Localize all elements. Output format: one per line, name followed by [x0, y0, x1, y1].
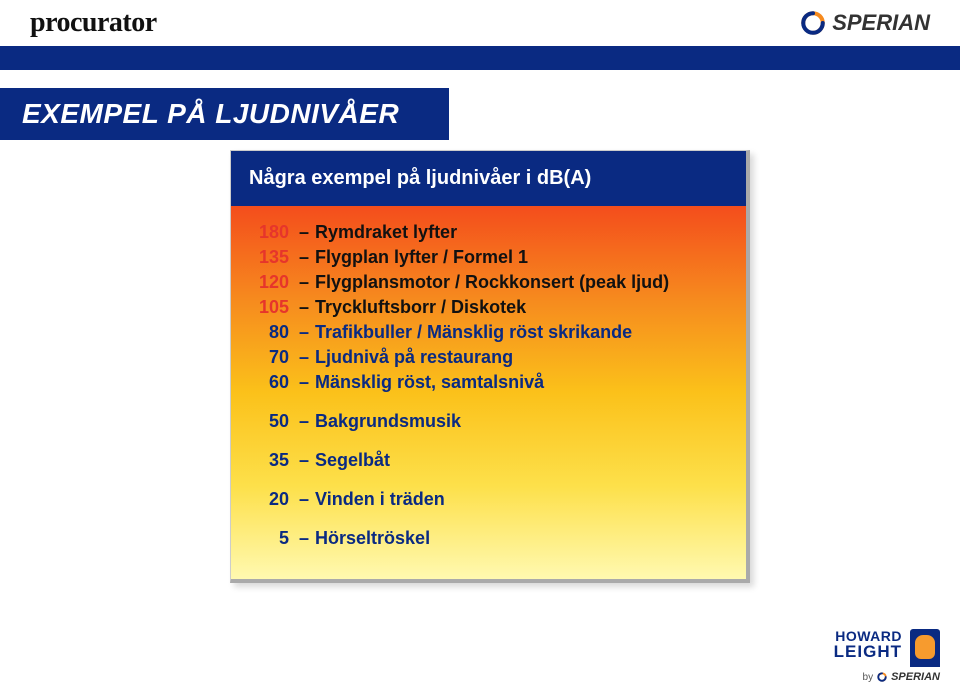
byline-brand: SPERIAN [891, 671, 940, 683]
dash: – [293, 322, 315, 343]
noise-level-label: Tryckluftsborr / Diskotek [315, 297, 526, 318]
noise-level-value: 35 [249, 450, 293, 471]
noise-level-row: 70–Ljudnivå på restaurang [249, 347, 728, 368]
footer-logos: HOWARD LEIGHT by SPERIAN [834, 629, 940, 683]
noise-level-label: Mänsklig röst, samtalsnivå [315, 372, 544, 393]
noise-level-label: Trafikbuller / Mänsklig röst skrikande [315, 322, 632, 343]
leight-text: LEIGHT [834, 643, 902, 660]
noise-level-label: Flygplansmotor / Rockkonsert (peak ljud) [315, 272, 669, 293]
dash: – [293, 222, 315, 243]
howard-leight-text: HOWARD LEIGHT [834, 629, 902, 660]
by-sperian-line: by SPERIAN [834, 671, 940, 683]
top-bar: procurator SPERIAN [0, 0, 960, 46]
noise-level-row: 135–Flygplan lyfter / Formel 1 [249, 247, 728, 268]
dash: – [293, 450, 315, 471]
dash: – [293, 411, 315, 432]
noise-level-row: 80–Trafikbuller / Mänsklig röst skrikand… [249, 322, 728, 343]
dash: – [293, 489, 315, 510]
noise-level-row: 5–Hörseltröskel [249, 528, 728, 549]
noise-level-value: 180 [249, 222, 293, 243]
noise-level-row: 120–Flygplansmotor / Rockkonsert (peak l… [249, 272, 728, 293]
howard-text: HOWARD [834, 629, 902, 643]
noise-level-label: Segelbåt [315, 450, 390, 471]
noise-level-row: 180–Rymdraket lyfter [249, 222, 728, 243]
sperian-swirl-icon [800, 10, 826, 36]
noise-level-label: Flygplan lyfter / Formel 1 [315, 247, 528, 268]
noise-level-row: 35–Segelbåt [249, 450, 728, 471]
noise-level-card: Några exempel på ljudnivåer i dB(A) 180–… [230, 150, 750, 583]
row-gap [249, 436, 728, 446]
row-gap [249, 514, 728, 524]
dash: – [293, 347, 315, 368]
noise-level-label: Hörseltröskel [315, 528, 430, 549]
header-blue-bar [0, 46, 960, 70]
dash: – [293, 272, 315, 293]
noise-level-label: Bakgrundsmusik [315, 411, 461, 432]
brand-procurator: procurator [30, 7, 157, 39]
noise-level-value: 120 [249, 272, 293, 293]
row-gap [249, 397, 728, 407]
row-gap [249, 475, 728, 485]
noise-level-label: Rymdraket lyfter [315, 222, 457, 243]
brand-sperian: SPERIAN [800, 10, 930, 36]
dash: – [293, 247, 315, 268]
noise-level-value: 135 [249, 247, 293, 268]
noise-level-row: 105–Tryckluftsborr / Diskotek [249, 297, 728, 318]
noise-level-value: 20 [249, 489, 293, 510]
brand-sperian-text: SPERIAN [832, 10, 930, 36]
card-header: Några exempel på ljudnivåer i dB(A) [231, 151, 746, 206]
noise-level-row: 20–Vinden i träden [249, 489, 728, 510]
noise-level-value: 50 [249, 411, 293, 432]
sperian-swirl-small-icon [877, 672, 887, 682]
noise-level-row: 50–Bakgrundsmusik [249, 411, 728, 432]
dash: – [293, 372, 315, 393]
noise-level-value: 105 [249, 297, 293, 318]
page-title: EXEMPEL PÅ LJUDNIVÅER [22, 98, 399, 130]
noise-level-row: 60–Mänsklig röst, samtalsnivå [249, 372, 728, 393]
card-body: 180–Rymdraket lyfter135–Flygplan lyfter … [231, 206, 746, 579]
dash: – [293, 297, 315, 318]
dash: – [293, 528, 315, 549]
howard-leight-logo: HOWARD LEIGHT [834, 629, 940, 667]
howard-face-icon [910, 629, 940, 667]
noise-level-value: 60 [249, 372, 293, 393]
byline-prefix: by [863, 672, 874, 683]
noise-level-value: 70 [249, 347, 293, 368]
noise-level-value: 5 [249, 528, 293, 549]
noise-level-value: 80 [249, 322, 293, 343]
page-title-strip: EXEMPEL PÅ LJUDNIVÅER [0, 88, 449, 140]
noise-level-label: Ljudnivå på restaurang [315, 347, 513, 368]
noise-level-label: Vinden i träden [315, 489, 445, 510]
